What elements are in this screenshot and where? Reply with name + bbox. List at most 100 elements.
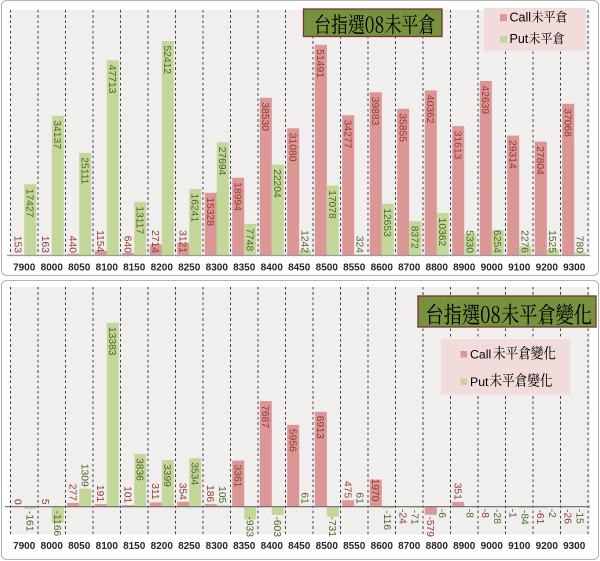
svg-text:39883: 39883 xyxy=(369,97,380,126)
svg-text:35855: 35855 xyxy=(397,113,408,142)
svg-text:8450: 8450 xyxy=(288,541,311,552)
svg-text:-2: -2 xyxy=(546,509,557,518)
svg-text:-24: -24 xyxy=(397,509,408,524)
svg-text:8100: 8100 xyxy=(96,262,119,273)
svg-text:8300: 8300 xyxy=(206,262,229,273)
svg-text:-71: -71 xyxy=(409,510,420,525)
svg-text:7900: 7900 xyxy=(13,541,36,552)
svg-text:163: 163 xyxy=(39,236,50,253)
svg-text:8700: 8700 xyxy=(398,541,421,552)
svg-text:8350: 8350 xyxy=(233,541,256,552)
svg-text:9300: 9300 xyxy=(563,262,586,273)
svg-text:38530: 38530 xyxy=(259,102,270,131)
svg-text:1970: 1970 xyxy=(369,479,380,502)
svg-text:29314: 29314 xyxy=(507,140,518,169)
svg-text:8500: 8500 xyxy=(316,541,339,552)
svg-text:475: 475 xyxy=(342,481,353,498)
svg-text:8800: 8800 xyxy=(426,262,449,273)
svg-text:61: 61 xyxy=(354,492,365,504)
svg-text:3121: 3121 xyxy=(177,230,188,253)
svg-text:8100: 8100 xyxy=(96,541,119,552)
svg-text:31613: 31613 xyxy=(452,131,463,160)
svg-text:1309: 1309 xyxy=(79,464,90,487)
svg-text:5: 5 xyxy=(39,499,50,505)
svg-text:-26: -26 xyxy=(562,509,573,524)
svg-text:324: 324 xyxy=(354,236,365,253)
svg-text:12653: 12653 xyxy=(381,208,392,237)
svg-text:7900: 7900 xyxy=(13,262,36,273)
svg-text:8900: 8900 xyxy=(453,541,476,552)
svg-text:351: 351 xyxy=(452,483,463,500)
svg-text:8500: 8500 xyxy=(316,262,339,273)
svg-text:22204: 22204 xyxy=(271,169,282,198)
svg-text:153: 153 xyxy=(12,236,23,253)
svg-text:8550: 8550 xyxy=(343,262,366,273)
svg-text:-84: -84 xyxy=(519,510,530,525)
svg-text:2714: 2714 xyxy=(149,230,160,253)
svg-text:105: 105 xyxy=(216,486,227,503)
svg-text:8600: 8600 xyxy=(371,541,394,552)
svg-text:6913: 6913 xyxy=(314,416,325,439)
svg-text:8350: 8350 xyxy=(233,262,256,273)
svg-text:101: 101 xyxy=(122,486,133,503)
svg-text:27804: 27804 xyxy=(534,146,545,175)
svg-text:186: 186 xyxy=(204,485,215,502)
svg-text:9000: 9000 xyxy=(481,262,504,273)
svg-text:61: 61 xyxy=(299,492,310,504)
svg-text:8150: 8150 xyxy=(123,262,146,273)
svg-text:-15: -15 xyxy=(574,509,585,524)
svg-text:25111: 25111 xyxy=(79,157,90,184)
svg-text:-6: -6 xyxy=(436,509,447,518)
svg-text:37068: 37068 xyxy=(562,108,573,137)
svg-text:31080: 31080 xyxy=(287,133,298,162)
svg-text:7687: 7687 xyxy=(259,405,270,428)
svg-text:1525: 1525 xyxy=(546,230,557,253)
svg-text:8250: 8250 xyxy=(178,541,201,552)
svg-text:-61: -61 xyxy=(534,510,545,525)
svg-text:-161: -161 xyxy=(24,511,35,532)
svg-text:354: 354 xyxy=(177,483,188,500)
svg-text:-1: -1 xyxy=(507,509,518,518)
svg-text:1154: 1154 xyxy=(94,230,105,252)
svg-text:8372: 8372 xyxy=(409,226,420,249)
svg-text:Put: Put xyxy=(470,375,489,389)
svg-text:9200: 9200 xyxy=(536,541,559,552)
svg-text:8700: 8700 xyxy=(398,262,421,273)
svg-text:13383: 13383 xyxy=(106,327,117,356)
svg-text:0: 0 xyxy=(12,499,23,505)
svg-text:9100: 9100 xyxy=(508,262,531,273)
svg-text:5956: 5956 xyxy=(287,429,298,452)
svg-text:640: 640 xyxy=(122,236,133,253)
svg-text:17078: 17078 xyxy=(326,190,337,219)
svg-text:191: 191 xyxy=(94,485,105,502)
svg-text:-28: -28 xyxy=(491,509,502,524)
svg-text:40362: 40362 xyxy=(424,95,435,124)
svg-text:7748: 7748 xyxy=(244,228,255,251)
svg-text:1242: 1242 xyxy=(299,230,310,253)
svg-text:15328: 15328 xyxy=(204,197,215,226)
svg-text:8250: 8250 xyxy=(178,262,201,273)
svg-text:-603: -603 xyxy=(271,516,282,537)
svg-text:440: 440 xyxy=(67,236,78,253)
svg-text:Call: Call xyxy=(470,348,491,362)
svg-text:27694: 27694 xyxy=(216,147,227,176)
svg-text:9200: 9200 xyxy=(536,262,559,273)
svg-text:8900: 8900 xyxy=(453,262,476,273)
svg-text:-731: -731 xyxy=(326,516,337,537)
svg-text:52412: 52412 xyxy=(161,46,172,75)
svg-text:-8: -8 xyxy=(464,509,475,518)
svg-text:8050: 8050 xyxy=(68,541,91,552)
svg-text:9300: 9300 xyxy=(563,541,586,552)
svg-text:9100: 9100 xyxy=(508,541,531,552)
svg-text:8450: 8450 xyxy=(288,262,311,273)
svg-text:8550: 8550 xyxy=(343,541,366,552)
svg-text:3836: 3836 xyxy=(134,458,145,481)
svg-text:-116: -116 xyxy=(381,510,392,530)
svg-text:2276: 2276 xyxy=(519,230,530,253)
svg-text:8200: 8200 xyxy=(151,541,174,552)
svg-text:8000: 8000 xyxy=(41,262,64,273)
svg-text:-8: -8 xyxy=(479,509,490,518)
svg-text:8400: 8400 xyxy=(261,541,284,552)
svg-text:3361: 3361 xyxy=(232,465,243,488)
svg-text:42639: 42639 xyxy=(479,86,490,115)
